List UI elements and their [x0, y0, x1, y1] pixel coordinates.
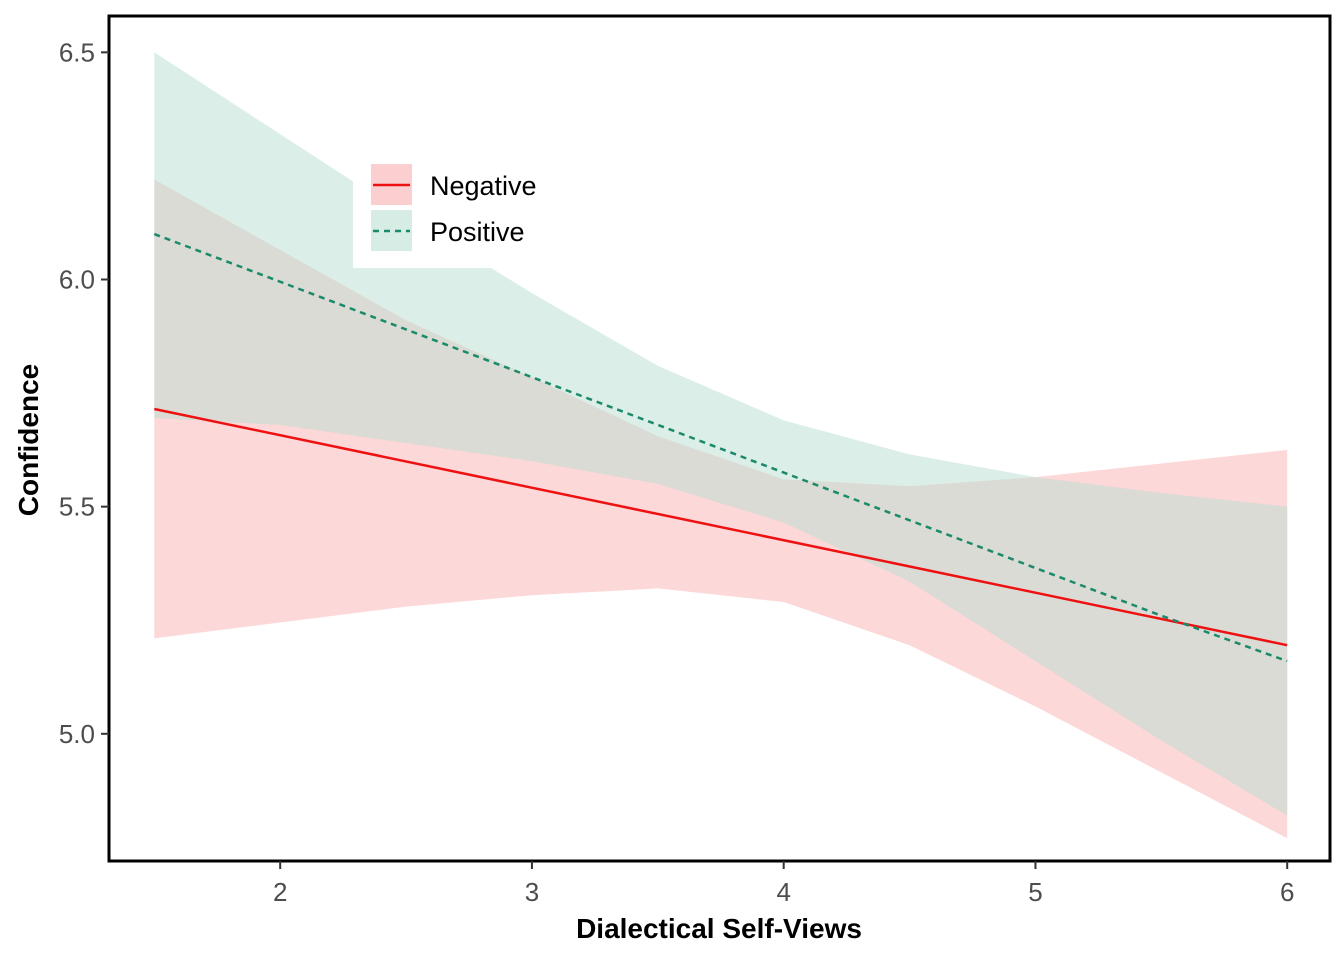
positive-trend-line: [153, 232, 1288, 663]
negative-trend-line: [154, 407, 1288, 647]
y-axis: 5.0 5.5 6.0 6.5: [59, 37, 109, 749]
y-tick-label: 6.0: [59, 264, 95, 294]
x-tick-label: 3: [525, 877, 539, 907]
x-axis: 2 3 4 5 6: [273, 861, 1294, 907]
x-tick-label: 4: [776, 877, 790, 907]
y-axis-title: Confidence: [13, 364, 44, 516]
x-tick-label: 5: [1028, 877, 1042, 907]
legend-label-negative: Negative: [430, 171, 537, 201]
x-axis-title: Dialectical Self-Views: [576, 913, 862, 944]
plot-panel-border: [107, 14, 1332, 863]
x-tick-label: 2: [273, 877, 287, 907]
legend-label-positive: Positive: [430, 217, 525, 247]
y-tick-label: 5.0: [59, 719, 95, 749]
series-lines: [153, 232, 1288, 663]
legend: Negative Positive: [353, 158, 565, 268]
y-tick-label: 6.5: [59, 37, 95, 67]
y-tick-label: 5.5: [59, 492, 95, 522]
x-tick-label: 6: [1280, 877, 1294, 907]
